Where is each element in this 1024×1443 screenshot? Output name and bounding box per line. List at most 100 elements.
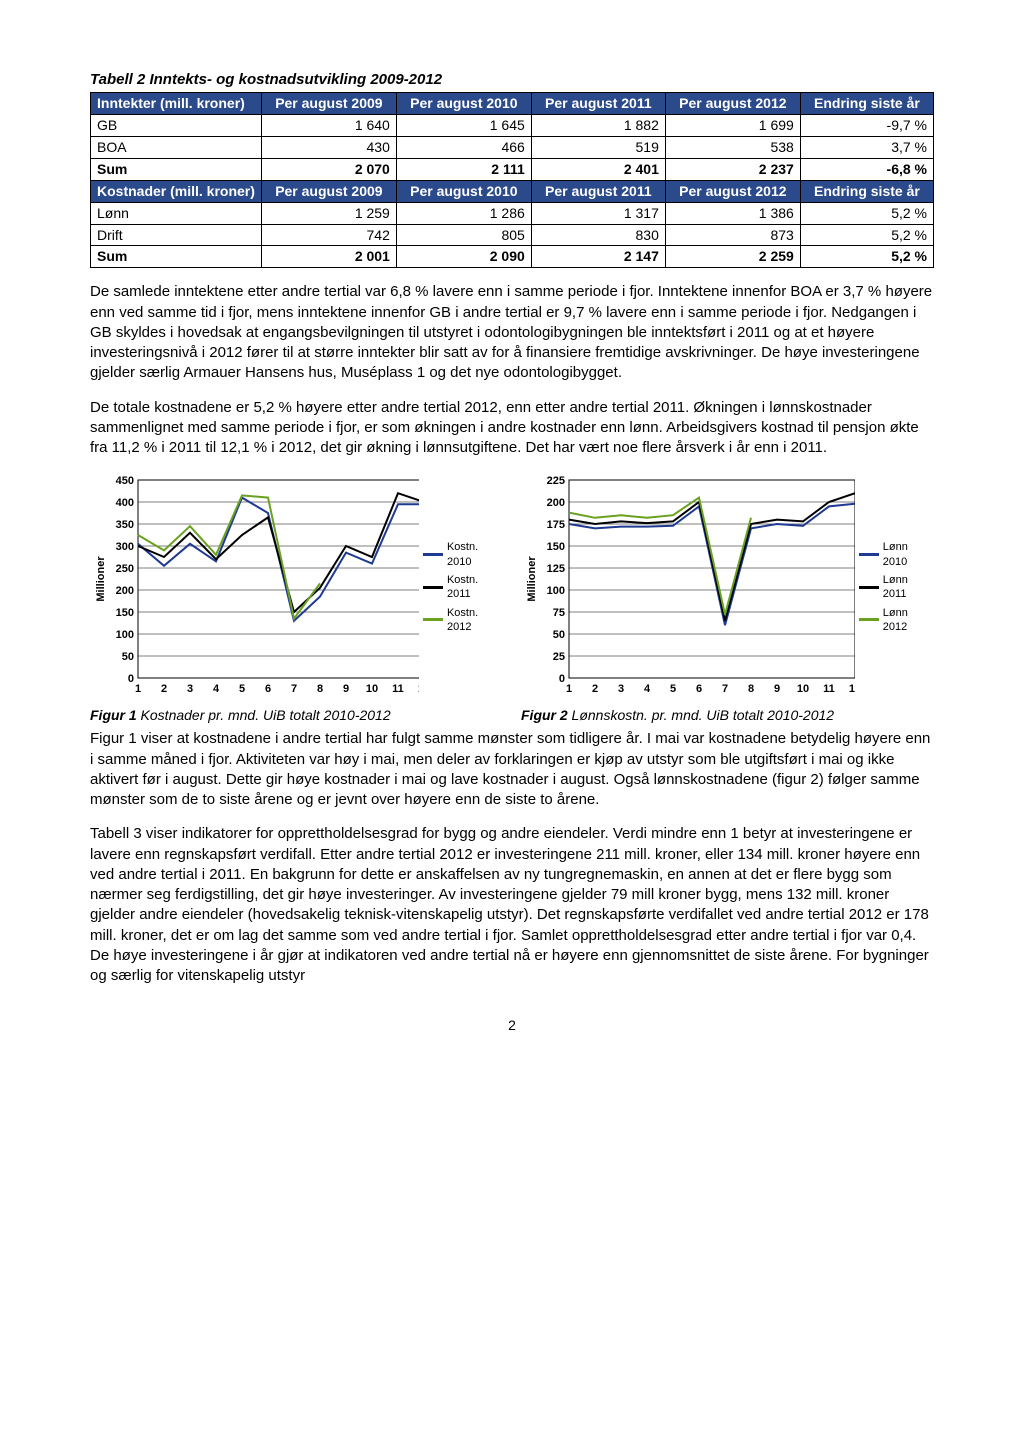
cell: 742 (261, 224, 396, 246)
th: Per august 2009 (261, 180, 396, 202)
svg-text:5: 5 (239, 683, 245, 695)
svg-text:125: 125 (547, 563, 565, 575)
svg-text:225: 225 (547, 475, 565, 487)
cell: 2 259 (665, 246, 800, 268)
svg-text:5: 5 (670, 683, 676, 695)
cell: 5,2 % (800, 224, 933, 246)
table2-title: Tabell 2 Inntekts- og kostnadsutvikling … (90, 70, 934, 90)
cell: 1 286 (396, 202, 531, 224)
figure-label: Figur 2 (521, 707, 568, 723)
svg-text:7: 7 (291, 683, 297, 695)
legend-label: Kostn. 2011 (447, 573, 503, 602)
legend-label: Kostn. 2012 (447, 606, 503, 635)
legend-item: Kostn. 2010 (423, 540, 503, 569)
th: Per august 2009 (261, 93, 396, 115)
paragraph-3: Figur 1 viser at kostnadene i andre tert… (90, 729, 934, 810)
legend-swatch-icon (859, 586, 879, 589)
cell: 5,2 % (800, 246, 933, 268)
th: Endring siste år (800, 93, 933, 115)
table2-header-kostnader: Kostnader (mill. kroner) Per august 2009… (91, 180, 934, 202)
figure-label: Figur 1 (90, 707, 137, 723)
cell: 1 645 (396, 115, 531, 137)
svg-text:Millioner: Millioner (95, 556, 107, 602)
legend-label: Lønn 2012 (883, 606, 934, 635)
cell: Drift (91, 224, 262, 246)
figure-text: Lønnskostn. pr. mnd. UiB totalt 2010-201… (568, 707, 834, 723)
cell: 538 (665, 137, 800, 159)
chart1-legend: Kostn. 2010 Kostn. 2011 Kostn. 2012 (423, 536, 503, 638)
table-row: Drift 742 805 830 873 5,2 % (91, 224, 934, 246)
cell: 466 (396, 137, 531, 159)
chart1-block: 0501001502002503003504004501234567891011… (90, 472, 503, 725)
legend-item: Lønn 2010 (859, 540, 934, 569)
th: Per august 2011 (531, 180, 665, 202)
svg-text:8: 8 (317, 683, 323, 695)
th: Per august 2012 (665, 180, 800, 202)
cell: GB (91, 115, 262, 137)
page-number: 2 (90, 1016, 934, 1035)
legend-label: Lønn 2010 (883, 540, 934, 569)
legend-swatch-icon (423, 618, 443, 621)
svg-text:8: 8 (748, 683, 754, 695)
cell: 2 090 (396, 246, 531, 268)
cell: 830 (531, 224, 665, 246)
table-row-sum: Sum 2 070 2 111 2 401 2 237 -6,8 % (91, 158, 934, 180)
svg-text:0: 0 (559, 673, 565, 685)
svg-text:350: 350 (116, 519, 134, 531)
svg-text:450: 450 (116, 475, 134, 487)
legend-swatch-icon (423, 586, 443, 589)
table-row-sum: Sum 2 001 2 090 2 147 2 259 5,2 % (91, 246, 934, 268)
chart2-svg: 0255075100125150175200225123456789101112… (521, 472, 855, 702)
cell: 2 237 (665, 158, 800, 180)
paragraph-4: Tabell 3 viser indikatorer for opprettho… (90, 824, 934, 986)
svg-text:9: 9 (343, 683, 349, 695)
legend-item: Lønn 2012 (859, 606, 934, 635)
cell: 2 111 (396, 158, 531, 180)
cell: 805 (396, 224, 531, 246)
paragraph-2: De totale kostnadene er 5,2 % høyere ett… (90, 398, 934, 459)
cell: 2 001 (261, 246, 396, 268)
svg-text:Millioner: Millioner (526, 556, 538, 602)
svg-text:150: 150 (547, 541, 565, 553)
table-row: GB 1 640 1 645 1 882 1 699 -9,7 % (91, 115, 934, 137)
th: Per august 2010 (396, 93, 531, 115)
cell: 1 317 (531, 202, 665, 224)
cell: 2 147 (531, 246, 665, 268)
svg-text:0: 0 (128, 673, 134, 685)
svg-text:2: 2 (161, 683, 167, 695)
cell: 1 259 (261, 202, 396, 224)
svg-text:12: 12 (418, 683, 419, 695)
legend-swatch-icon (859, 553, 879, 556)
svg-text:10: 10 (366, 683, 378, 695)
legend-swatch-icon (423, 553, 443, 556)
svg-text:10: 10 (797, 683, 809, 695)
svg-text:400: 400 (116, 497, 134, 509)
legend-item: Lønn 2011 (859, 573, 934, 602)
legend-swatch-icon (859, 618, 879, 621)
th: Endring siste år (800, 180, 933, 202)
chart1-caption: Figur 1 Kostnader pr. mnd. UiB totalt 20… (90, 706, 503, 725)
svg-text:200: 200 (116, 585, 134, 597)
svg-text:12: 12 (849, 683, 855, 695)
charts-row: 0501001502002503003504004501234567891011… (90, 472, 934, 725)
svg-text:7: 7 (722, 683, 728, 695)
svg-text:200: 200 (547, 497, 565, 509)
chart1-svg: 0501001502002503003504004501234567891011… (90, 472, 419, 702)
th: Per august 2012 (665, 93, 800, 115)
th: Per august 2010 (396, 180, 531, 202)
paragraph-1: De samlede inntektene etter andre tertia… (90, 282, 934, 383)
svg-text:300: 300 (116, 541, 134, 553)
table2-header-inntekter: Inntekter (mill. kroner) Per august 2009… (91, 93, 934, 115)
svg-text:3: 3 (187, 683, 193, 695)
legend-item: Kostn. 2011 (423, 573, 503, 602)
cell: BOA (91, 137, 262, 159)
cell: 2 070 (261, 158, 396, 180)
svg-text:250: 250 (116, 563, 134, 575)
svg-text:50: 50 (553, 629, 565, 641)
cell: 1 640 (261, 115, 396, 137)
cell: -9,7 % (800, 115, 933, 137)
th: Kostnader (mill. kroner) (91, 180, 262, 202)
svg-text:25: 25 (553, 651, 565, 663)
svg-text:1: 1 (135, 683, 141, 695)
cell: 3,7 % (800, 137, 933, 159)
